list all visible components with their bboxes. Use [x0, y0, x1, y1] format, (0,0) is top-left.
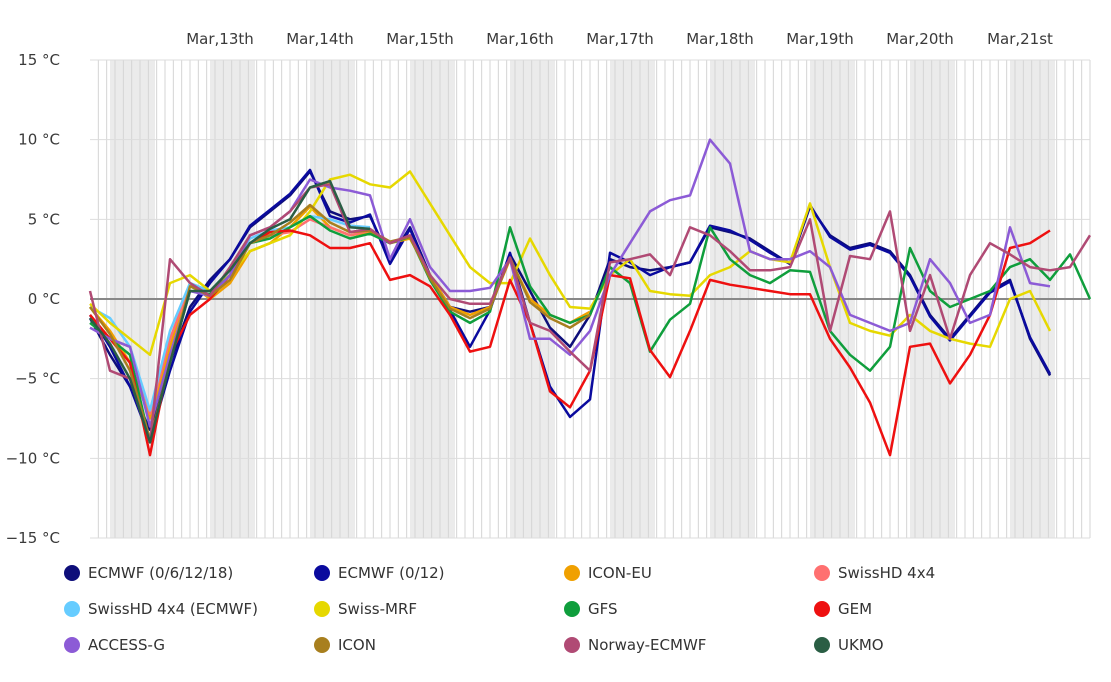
x-tick-label: Mar,15th: [386, 30, 454, 48]
legend-label: ACCESS-G: [88, 636, 166, 654]
legend-label: ICON: [338, 636, 376, 654]
x-tick-label: Mar,16th: [486, 30, 554, 48]
x-axis-tick-labels: Mar,13th Mar,14th Mar,15th Mar,16th Mar,17th…: [186, 30, 1053, 48]
legend-swatch: [64, 637, 80, 653]
legend-item[interactable]: UKMO: [814, 633, 884, 657]
x-tick-label: Mar,13th: [186, 30, 254, 48]
legend-swatch: [564, 637, 580, 653]
legend-swatch: [814, 637, 830, 653]
legend-item[interactable]: Swiss-MRF: [314, 597, 417, 621]
series-line-1: [88, 168, 1052, 441]
x-tick-label: Mar,17th: [586, 30, 654, 48]
x-tick-label: Mar,14th: [286, 30, 354, 48]
series-line-11: [89, 179, 371, 444]
x-tick-label: Mar,19th: [786, 30, 854, 48]
y-tick-label: −10 °C: [6, 449, 60, 467]
series-lines: [88, 138, 1092, 457]
legend-label: ECMWF (0/12): [338, 564, 445, 582]
legend-swatch: [64, 565, 80, 581]
legend-item[interactable]: ECMWF (0/12): [314, 561, 445, 585]
legend-item[interactable]: GEM: [814, 597, 872, 621]
legend: ECMWF (0/6/12/18) ECMWF (0/12) ICON-EU Swis…: [0, 556, 1111, 676]
legend-label: GFS: [588, 600, 618, 618]
y-tick-label: 10 °C: [18, 131, 60, 149]
legend-item[interactable]: ICON: [314, 633, 376, 657]
legend-item[interactable]: ICON-EU: [564, 561, 652, 585]
legend-swatch: [564, 565, 580, 581]
legend-item[interactable]: Norway-ECMWF: [564, 633, 706, 657]
legend-item[interactable]: SwissHD 4x4 (ECMWF): [64, 597, 258, 621]
legend-swatch: [564, 601, 580, 617]
x-tick-label: Mar,20th: [886, 30, 954, 48]
series-line-5: [89, 170, 1052, 357]
legend-item[interactable]: SwissHD 4x4: [814, 561, 935, 585]
legend-swatch: [314, 601, 330, 617]
series-line-10: [88, 183, 1092, 444]
legend-item[interactable]: ACCESS-G: [64, 633, 165, 657]
legend-label: SwissHD 4x4 (ECMWF): [88, 600, 258, 618]
legend-item[interactable]: GFS: [564, 597, 618, 621]
legend-swatch: [814, 565, 830, 581]
legend-swatch: [64, 601, 80, 617]
legend-label: Norway-ECMWF: [588, 636, 707, 654]
x-tick-label: Mar,18th: [686, 30, 754, 48]
y-axis-tick-labels: 15 °C 10 °C 5 °C 0 °C −5 °C −10 °C −15 °C: [6, 51, 60, 547]
y-tick-label: −5 °C: [15, 370, 60, 388]
y-tick-label: −15 °C: [6, 529, 60, 547]
x-tick-label: Mar,21st: [987, 30, 1053, 48]
legend-label: Swiss-MRF: [338, 600, 417, 618]
legend-swatch: [314, 565, 330, 581]
legend-label: SwissHD 4x4: [838, 564, 936, 582]
legend-swatch: [314, 637, 330, 653]
legend-label: UKMO: [838, 636, 884, 654]
legend-swatch: [814, 601, 830, 617]
legend-label: ICON-EU: [588, 564, 652, 582]
legend-label: ECMWF (0/6/12/18): [88, 564, 234, 582]
temperature-forecast-chart: Mar,13th Mar,14th Mar,15th Mar,16th Mar,17th…: [6, 30, 1092, 547]
legend-label: GEM: [838, 600, 873, 618]
legend-item[interactable]: ECMWF (0/6/12/18): [64, 561, 233, 585]
y-tick-label: 0 °C: [28, 290, 60, 308]
y-tick-label: 5 °C: [28, 210, 60, 228]
y-tick-label: 15 °C: [18, 51, 60, 69]
